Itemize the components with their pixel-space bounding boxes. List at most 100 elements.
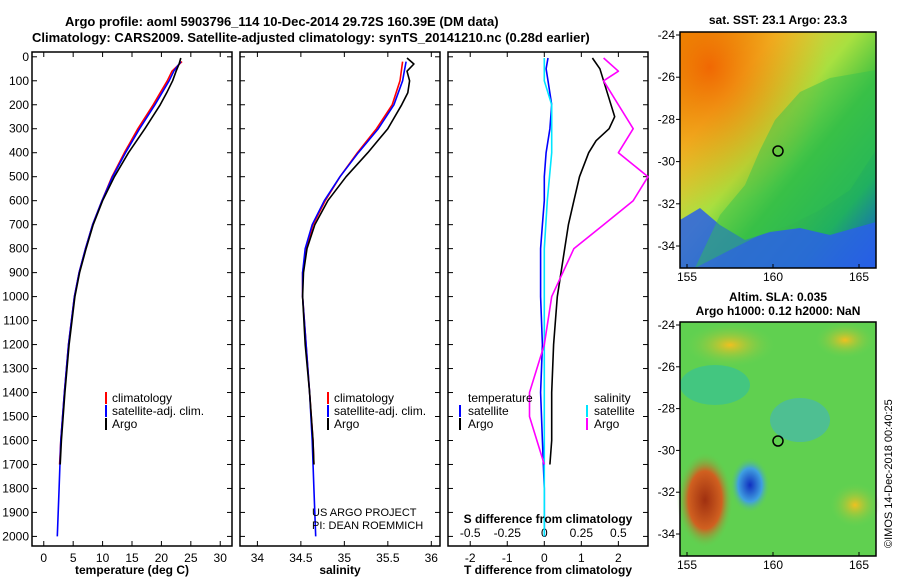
temperature-xlabel: temperature (deg C) (75, 563, 189, 577)
lat-tick-label: -28 (658, 402, 676, 416)
legend-label-satellite: satellite-adj. clim. (112, 404, 204, 418)
series-line-salinity-satellite (543, 58, 553, 537)
credit-project: US ARGO PROJECT (312, 507, 417, 519)
sla-teal-patch (770, 398, 830, 442)
x-tick-label: 0 (541, 551, 548, 565)
depth-tick-label: 600 (9, 194, 29, 208)
sla-map-title-line1: Altim. SLA: 0.035 (729, 290, 827, 304)
lon-tick-label: 155 (677, 558, 697, 572)
sst-argo-marker (772, 145, 784, 157)
s-tick-label: 0.5 (610, 526, 627, 540)
lon-tick-label: 160 (763, 270, 783, 284)
legend-heading-temperature: temperature (468, 391, 533, 405)
salinity-difference-xlabel: S difference from climatology (464, 512, 633, 526)
salinity-plot: 34 34.5 35 35.5 36 (251, 52, 439, 565)
x-tick-label: 34.5 (289, 551, 313, 565)
depth-tick-label: 800 (9, 242, 29, 256)
difference-panel-frame (447, 51, 649, 547)
lon-tick-label: 165 (849, 270, 869, 284)
depth-tick-label: 400 (9, 146, 29, 160)
temperature-panel-frame (31, 51, 233, 547)
depth-tick-label: 900 (9, 266, 29, 280)
depth-tick-label: 100 (9, 74, 29, 88)
series-line-argo (59, 57, 182, 465)
depth-tick-label: 1600 (2, 433, 29, 447)
lon-tick-label: 155 (677, 270, 697, 284)
legend-label-salinity-satellite: satellite (594, 404, 635, 418)
sla-map-frame (679, 321, 877, 557)
sst-cool-water (680, 208, 876, 268)
sla-map (677, 321, 880, 557)
sst-map-title: sat. SST: 23.1 Argo: 23.3 (709, 13, 848, 27)
legend-label-climatology: climatology (334, 391, 394, 405)
series-line-argo (301, 57, 415, 465)
sla-yellow-patch (830, 483, 880, 527)
lat-tick-label: -30 (658, 443, 676, 457)
legend-label-satellite: satellite-adj. clim. (334, 404, 426, 418)
depth-tick-label: 1200 (2, 338, 29, 352)
sst-green-band (695, 70, 876, 268)
sla-high-anomaly (677, 452, 733, 548)
depth-tick-label: 1000 (2, 290, 29, 304)
depth-tick-label: 300 (9, 122, 29, 136)
map-axes: -24 -26 -28 -30 -32 -34 155 160 165 -24 -26 -28 -30 -… (658, 28, 870, 572)
depth-tick-label: 0 (22, 50, 29, 64)
depth-tick-label: 1300 (2, 362, 29, 376)
x-tick-label: 0 (40, 551, 47, 565)
lat-tick-label: -34 (658, 239, 676, 253)
lat-tick-label: -24 (658, 28, 676, 42)
credit-pi: PI: DEAN ROEMMICH (312, 520, 423, 532)
legend-label-temperature-argo: Argo (468, 417, 494, 431)
lat-tick-label: -28 (658, 112, 676, 126)
legend-label-temperature-satellite: satellite (468, 404, 509, 418)
sst-map-frame (679, 31, 877, 269)
x-tick-label: 1 (578, 551, 585, 565)
x-tick-label: -2 (465, 551, 476, 565)
s-tick-label: 0.25 (570, 526, 594, 540)
depth-axis: 0 100 200 300 400 500 600 700 800 900 1000 1100 1200… (2, 50, 648, 543)
legend-label-climatology: climatology (112, 391, 172, 405)
lat-tick-label: -26 (658, 360, 676, 374)
lat-tick-label: -26 (658, 70, 676, 84)
temperature-plot: 0 5 10 15 20 25 30 (40, 52, 227, 565)
x-tick-label: 35 (338, 551, 352, 565)
depth-tick-label: 1100 (3, 314, 29, 328)
series-line-temperature-argo (549, 57, 616, 465)
lat-tick-label: -34 (658, 527, 676, 541)
difference-legend: temperature satellite Argo salinity sate… (459, 391, 635, 431)
x-tick-label: 5 (70, 551, 77, 565)
sla-yellow-patch (685, 323, 775, 367)
legend-label-argo: Argo (112, 417, 138, 431)
depth-tick-label: 2000 (2, 529, 29, 543)
salinity-legend: climatology satellite-adj. clim. Argo (327, 391, 426, 431)
depth-tick-label: 1500 (2, 410, 29, 424)
figure-title-line1: Argo profile: aoml 5903796_114 10-Dec-20… (65, 14, 499, 29)
series-line-temperature-satellite (539, 57, 553, 537)
x-tick-label: 15 (125, 551, 139, 565)
lat-tick-label: -32 (658, 197, 676, 211)
s-tick-label: -0.5 (460, 526, 481, 540)
copyright-footer: ©IMOS 14-Dec-2018 00:40:25 (883, 399, 895, 548)
depth-tick-label: 1400 (2, 386, 29, 400)
lat-tick-label: -24 (658, 318, 676, 332)
legend-label-argo: Argo (334, 417, 360, 431)
temperature-legend: climatology satellite-adj. clim. Argo (105, 391, 204, 431)
x-tick-label: 2 (615, 551, 622, 565)
salinity-panel-frame (239, 51, 441, 547)
depth-tick-label: 700 (9, 218, 29, 232)
difference-xlabel: T difference from climatology (464, 563, 632, 577)
x-tick-label: 10 (96, 551, 110, 565)
lat-tick-label: -30 (658, 155, 676, 169)
series-line-salinity-argo (528, 57, 649, 465)
depth-tick-label: 1900 (2, 505, 29, 519)
sla-low-anomaly (730, 457, 770, 513)
x-tick-label: 34 (251, 551, 265, 565)
depth-tick-label: 200 (9, 98, 29, 112)
legend-label-salinity-argo: Argo (594, 417, 620, 431)
sla-teal-patch (680, 365, 750, 405)
sla-argo-marker (772, 435, 784, 447)
legend-heading-salinity: salinity (594, 391, 631, 405)
x-tick-label: 36 (425, 551, 439, 565)
lon-tick-label: 165 (849, 558, 869, 572)
